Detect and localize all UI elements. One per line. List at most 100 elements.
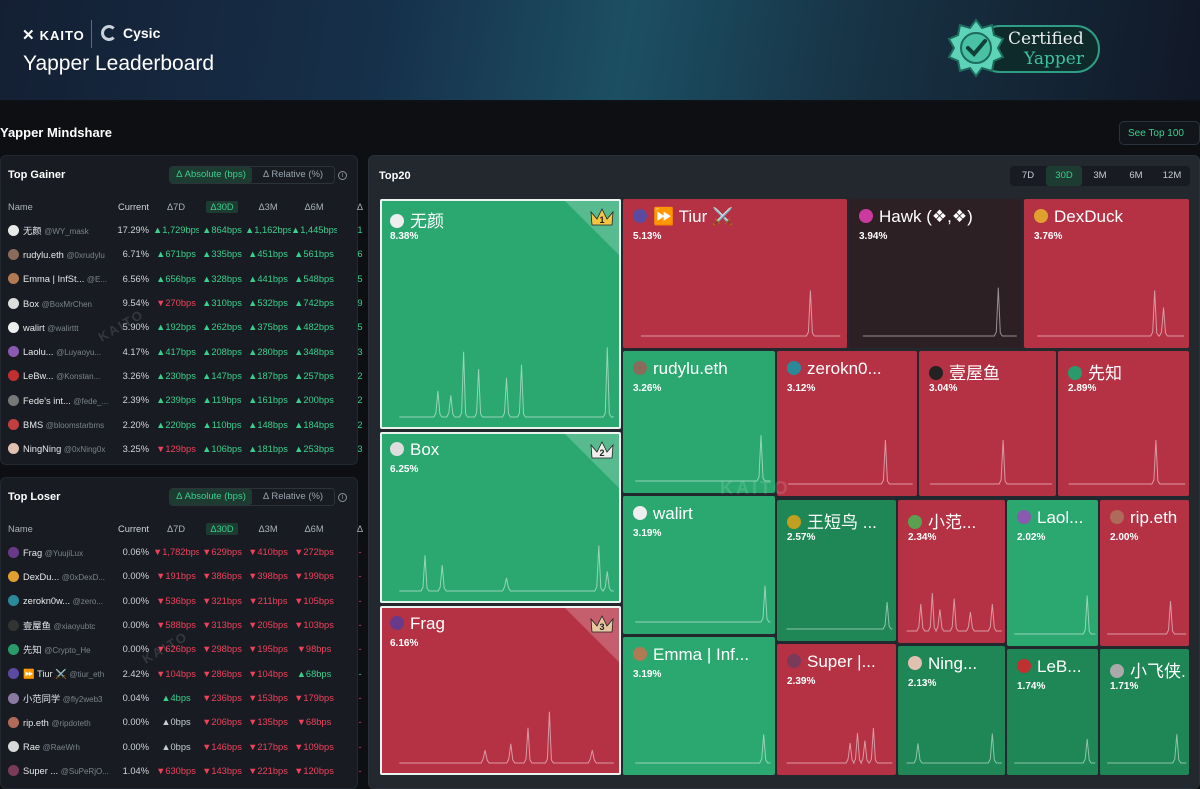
range-3m[interactable]: 3M [1093, 170, 1107, 181]
sparkline-path [399, 711, 614, 764]
table-row[interactable]: Super ... @SuPeRjO... 1.04% ▼630bps ▼143bps… [1, 759, 383, 783]
user-name: walirt [23, 322, 45, 333]
delta-cell: ▲1,162bps [245, 218, 291, 242]
delta-value: 3 [357, 346, 363, 357]
delta-cell: ▼153bps [245, 686, 291, 710]
sparkline-path [635, 585, 771, 623]
user-handle: @bloomstarbms [45, 421, 105, 431]
table-row[interactable]: zerokn0w... @zero... 0.00% ▼536bps ▼321bps ▼… [1, 589, 383, 613]
treemap-tile[interactable]: 小飞侠. 1.71% [1100, 649, 1189, 775]
treemap-tile[interactable]: Super |... 2.39% [777, 644, 896, 775]
delta-value: 410bps [257, 547, 288, 558]
column-header[interactable]: Δ3M [245, 196, 291, 218]
delta-cell: ▼221bps [245, 759, 291, 783]
delta-cell: 2 [337, 412, 383, 436]
table-row[interactable]: Emma | InfSt... @E... 6.56% ▲656bps ▲328bps… [1, 267, 383, 291]
avatar [8, 346, 19, 358]
treemap-tile[interactable]: rip.eth 2.00% [1100, 500, 1189, 646]
column-header[interactable]: Δ6M [291, 196, 337, 218]
table-row[interactable]: 先知 @Crypto_He 0.00% ▼626bps ▼298bps ▼195bps ▼… [1, 637, 383, 661]
up-arrow-icon: ▲ [248, 370, 258, 381]
delta-cell: ▲482bps [291, 315, 337, 339]
table-row[interactable]: walirt @walirttt 5.90% ▲192bps ▲262bps ▲375b… [1, 315, 383, 339]
treemap-tile[interactable]: DexDuck 3.76% [1024, 199, 1189, 348]
relative-toggle[interactable]: Δ Relative (%) [262, 169, 324, 180]
table-row[interactable]: Frag @YuujiLux 0.06% ▼1,782bps ▼629bps ▼410b… [1, 540, 383, 564]
delta-cell: 9 [337, 291, 383, 315]
table-row[interactable]: NingNing @0xNing0x 3.25% ▼129bps ▲106bps ▲18… [1, 437, 383, 461]
treemap-tile[interactable]: 先知 2.89% [1058, 351, 1189, 496]
range-12m[interactable]: 12M [1162, 170, 1182, 181]
info-icon[interactable]: i [338, 493, 347, 502]
table-row[interactable]: LeBw... @Konstan... 3.26% ▲230bps ▲147bps ▲1… [1, 364, 383, 388]
avatar [8, 620, 19, 632]
treemap-tile[interactable]: rudylu.eth 3.26% [623, 351, 775, 493]
sparkline [786, 601, 893, 630]
treemap-tile[interactable]: Frag 6.16% 3 [380, 606, 621, 775]
delta-cell: ▲532bps [245, 291, 291, 315]
user-handle: @RaeWrh [42, 743, 80, 753]
column-header[interactable]: Δ30D [199, 196, 245, 218]
delta-value: 548bps [303, 273, 334, 284]
table-row[interactable]: ⏩ Tiur ⚔️ @tiur_eth 2.42% ▼104bps ▼286bps ▼1… [1, 661, 383, 685]
treemap-tile[interactable]: 王短鸟 ... 2.57% [777, 500, 896, 641]
certified-yapper-badge: Certified Yapper [946, 18, 1102, 78]
table-row[interactable]: rip.eth @ripdoteth 0.00% ▲0bps ▼206bps ▼135b… [1, 710, 383, 734]
table-row[interactable]: Box @BoxMrChen 9.54% ▼270bps ▲310bps ▲532bps… [1, 291, 383, 315]
treemap-tile[interactable]: 小范... 2.34% [898, 500, 1005, 643]
column-header[interactable]: Δ [337, 518, 383, 540]
absolute-toggle[interactable]: Δ Absolute (bps) [170, 167, 252, 183]
up-arrow-icon: ▲ [294, 370, 304, 381]
absolute-toggle[interactable]: Δ Absolute (bps) [170, 489, 252, 505]
name-cell: DexDu... @0xDexD... [1, 564, 113, 588]
column-header[interactable]: Δ30D [199, 518, 245, 540]
tile-label: 小范... [928, 513, 977, 532]
delta-cell: - [337, 637, 383, 661]
user-handle: @SuPeRjO... [60, 767, 109, 777]
treemap-tile[interactable]: 壹屋鱼 3.04% [919, 351, 1056, 496]
table-row[interactable]: Laolu... @Luyaoyu... 4.17% ▲417bps ▲208bps ▲… [1, 339, 383, 363]
range-30d[interactable]: 30D [1046, 166, 1082, 186]
column-header[interactable]: Δ7D [153, 518, 199, 540]
delta-value: 0bps [170, 741, 191, 752]
table-row[interactable]: rudylu.eth @0xrudylu 6.71% ▲671bps ▲335bps ▲… [1, 242, 383, 266]
treemap-tile[interactable]: Hawk (❖,❖) 3.94% [849, 199, 1022, 348]
relative-toggle[interactable]: Δ Relative (%) [262, 491, 324, 502]
table-row[interactable]: Fede's int... @fede_... 2.39% ▲239bps ▲119b… [1, 388, 383, 412]
down-arrow-icon: ▼ [248, 547, 258, 558]
treemap-tile[interactable]: zerokn0... 3.12% [777, 351, 917, 496]
treemap-tile[interactable]: ⏩ Tiur ⚔️ 5.13% [623, 199, 847, 348]
column-header[interactable]: Δ6M [291, 518, 337, 540]
treemap-tile[interactable]: 无颜 8.38% 1 [380, 199, 621, 429]
range-selector: 7D 30D 3M 6M 12M [1010, 166, 1190, 186]
see-top-100-button[interactable]: See Top 100 [1119, 121, 1200, 145]
treemap-tile[interactable]: Ning... 2.13% [898, 646, 1005, 775]
delta-cell: ▲106bps [199, 437, 245, 461]
table-row[interactable]: BMS @bloomstarbms 2.20% ▲220bps ▲110bps ▲148… [1, 412, 383, 436]
delta-cell: ▲451bps [245, 242, 291, 266]
table-row[interactable]: DexDu... @0xDexD... 0.00% ▼191bps ▼386bps ▼3… [1, 564, 383, 588]
column-header[interactable]: Δ3M [245, 518, 291, 540]
table-row[interactable]: 小范同学 @fly2web3 0.04% ▲4bps ▼236bps ▼153bps ▼1… [1, 686, 383, 710]
delta-value: 153bps [257, 692, 288, 703]
treemap-tile[interactable]: Box 6.25% 2 [380, 432, 621, 603]
avatar [8, 667, 19, 679]
delta-cell: ▲181bps [245, 437, 291, 461]
column-header[interactable]: Δ7D [153, 196, 199, 218]
range-7d[interactable]: 7D [1021, 170, 1035, 181]
table-row[interactable]: Rae @RaeWrh 0.00% ▲0bps ▼146bps ▼217bps ▼109b… [1, 734, 383, 758]
treemap-tile[interactable]: LeB... 1.74% [1007, 649, 1098, 775]
tile-label: Hawk (❖,❖) [879, 207, 973, 226]
info-icon[interactable]: i [338, 171, 347, 180]
table-row[interactable]: 无颜 @WY_mask 17.29% ▲1,729bps ▲864bps ▲1,162b… [1, 218, 383, 242]
column-header[interactable]: Δ [337, 196, 383, 218]
user-name: Emma | InfSt... [23, 274, 85, 285]
table-row[interactable]: 壹屋鱼 @xiaoyubtc 0.00% ▼588bps ▼313bps ▼205bps… [1, 613, 383, 637]
treemap-tile[interactable]: walirt 3.19% [623, 496, 775, 634]
treemap-tile[interactable]: Emma | Inf... 3.19% [623, 637, 775, 775]
avatar [1034, 209, 1048, 223]
tile-mindshare: 3.26% [633, 383, 662, 394]
range-6m[interactable]: 6M [1129, 170, 1143, 181]
down-arrow-icon: ▼ [156, 620, 166, 631]
treemap-tile[interactable]: Laol... 2.02% [1007, 500, 1098, 646]
